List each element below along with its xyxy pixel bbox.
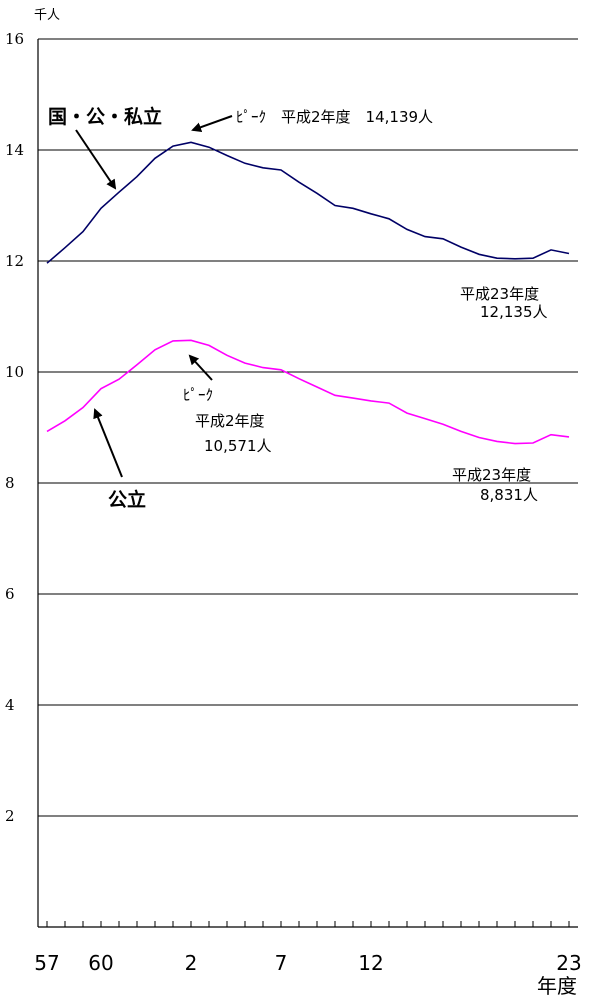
total-last-value: 12,135人: [480, 303, 548, 321]
y-tick-label-10: 10: [5, 363, 24, 381]
tick-labels: 2 4 6 8 10 12 14 16 57 60 2 7 12 23: [5, 30, 582, 975]
series-line-public: [46, 339, 570, 445]
annotations: 国・公・私立 ﾋﾟｰｸ 平成2年度 14,139人 平成23年度 12,135人…: [48, 105, 548, 511]
total-series-label: 国・公・私立: [48, 105, 162, 128]
total-peak-arrow: [191, 115, 233, 133]
x-tick-label-7: 7: [275, 951, 288, 975]
x-tick-label-57: 57: [34, 951, 59, 975]
y-tick-label-12: 12: [5, 252, 24, 270]
y-tick-label-4: 4: [5, 696, 15, 714]
public-last-value: 8,831人: [480, 486, 538, 504]
x-tick-label-60: 60: [88, 951, 113, 975]
public-last-label: 平成23年度: [452, 466, 531, 484]
series-line-total: [46, 141, 570, 264]
public-peak-year: 平成2年度: [195, 412, 265, 430]
public-series-label: 公立: [108, 488, 146, 511]
x-tick-label-23: 23: [556, 951, 581, 975]
grid-lines: [38, 38, 578, 817]
x-axis-label: 年度: [537, 974, 577, 998]
public-peak-value: 10,571人: [204, 437, 272, 455]
total-label-arrow: [75, 129, 117, 190]
y-tick-label-6: 6: [5, 585, 15, 603]
x-tick-label-12: 12: [358, 951, 383, 975]
series-lines: [46, 141, 570, 445]
y-tick-label-2: 2: [5, 807, 15, 825]
y-tick-label-14: 14: [5, 141, 24, 159]
axes: [37, 39, 578, 928]
unit-label: 千人: [34, 8, 60, 23]
y-tick-label-16: 16: [5, 30, 24, 48]
total-peak-label: ﾋﾟｰｸ 平成2年度 14,139人: [236, 108, 433, 126]
x-tick-label-2: 2: [185, 951, 198, 975]
public-label-arrow: [93, 408, 123, 478]
public-peak-arrow: [188, 354, 213, 381]
public-peak-label: ﾋﾟｰｸ: [183, 386, 213, 404]
total-last-label: 平成23年度: [460, 285, 539, 303]
y-tick-label-8: 8: [5, 474, 15, 492]
